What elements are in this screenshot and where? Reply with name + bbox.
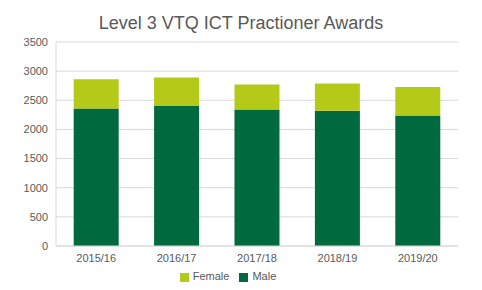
svg-text:0: 0 — [42, 240, 48, 252]
svg-text:2019/20: 2019/20 — [398, 252, 438, 264]
html-text:Female: Female — [192, 270, 230, 282]
svg-text:2000: 2000 — [24, 123, 48, 135]
svg-text:2016/17: 2016/17 — [157, 252, 197, 264]
svg-text:500: 500 — [30, 211, 48, 223]
svg-text:3000: 3000 — [24, 65, 48, 77]
svg-text:2500: 2500 — [24, 94, 48, 106]
svg-text:2018/19: 2018/19 — [318, 252, 358, 264]
svg-text:1500: 1500 — [24, 152, 48, 164]
html-text:Male: Male — [252, 270, 277, 282]
svg-text:3500: 3500 — [24, 38, 48, 48]
svg-text:1000: 1000 — [24, 182, 48, 194]
svg-text:2017/18: 2017/18 — [237, 252, 277, 264]
svg-text:2015/16: 2015/16 — [76, 252, 116, 264]
html-text:Level 3 VTQ ICT Practioner Awa: Level 3 VTQ ICT Practioner Awards — [98, 13, 384, 33]
